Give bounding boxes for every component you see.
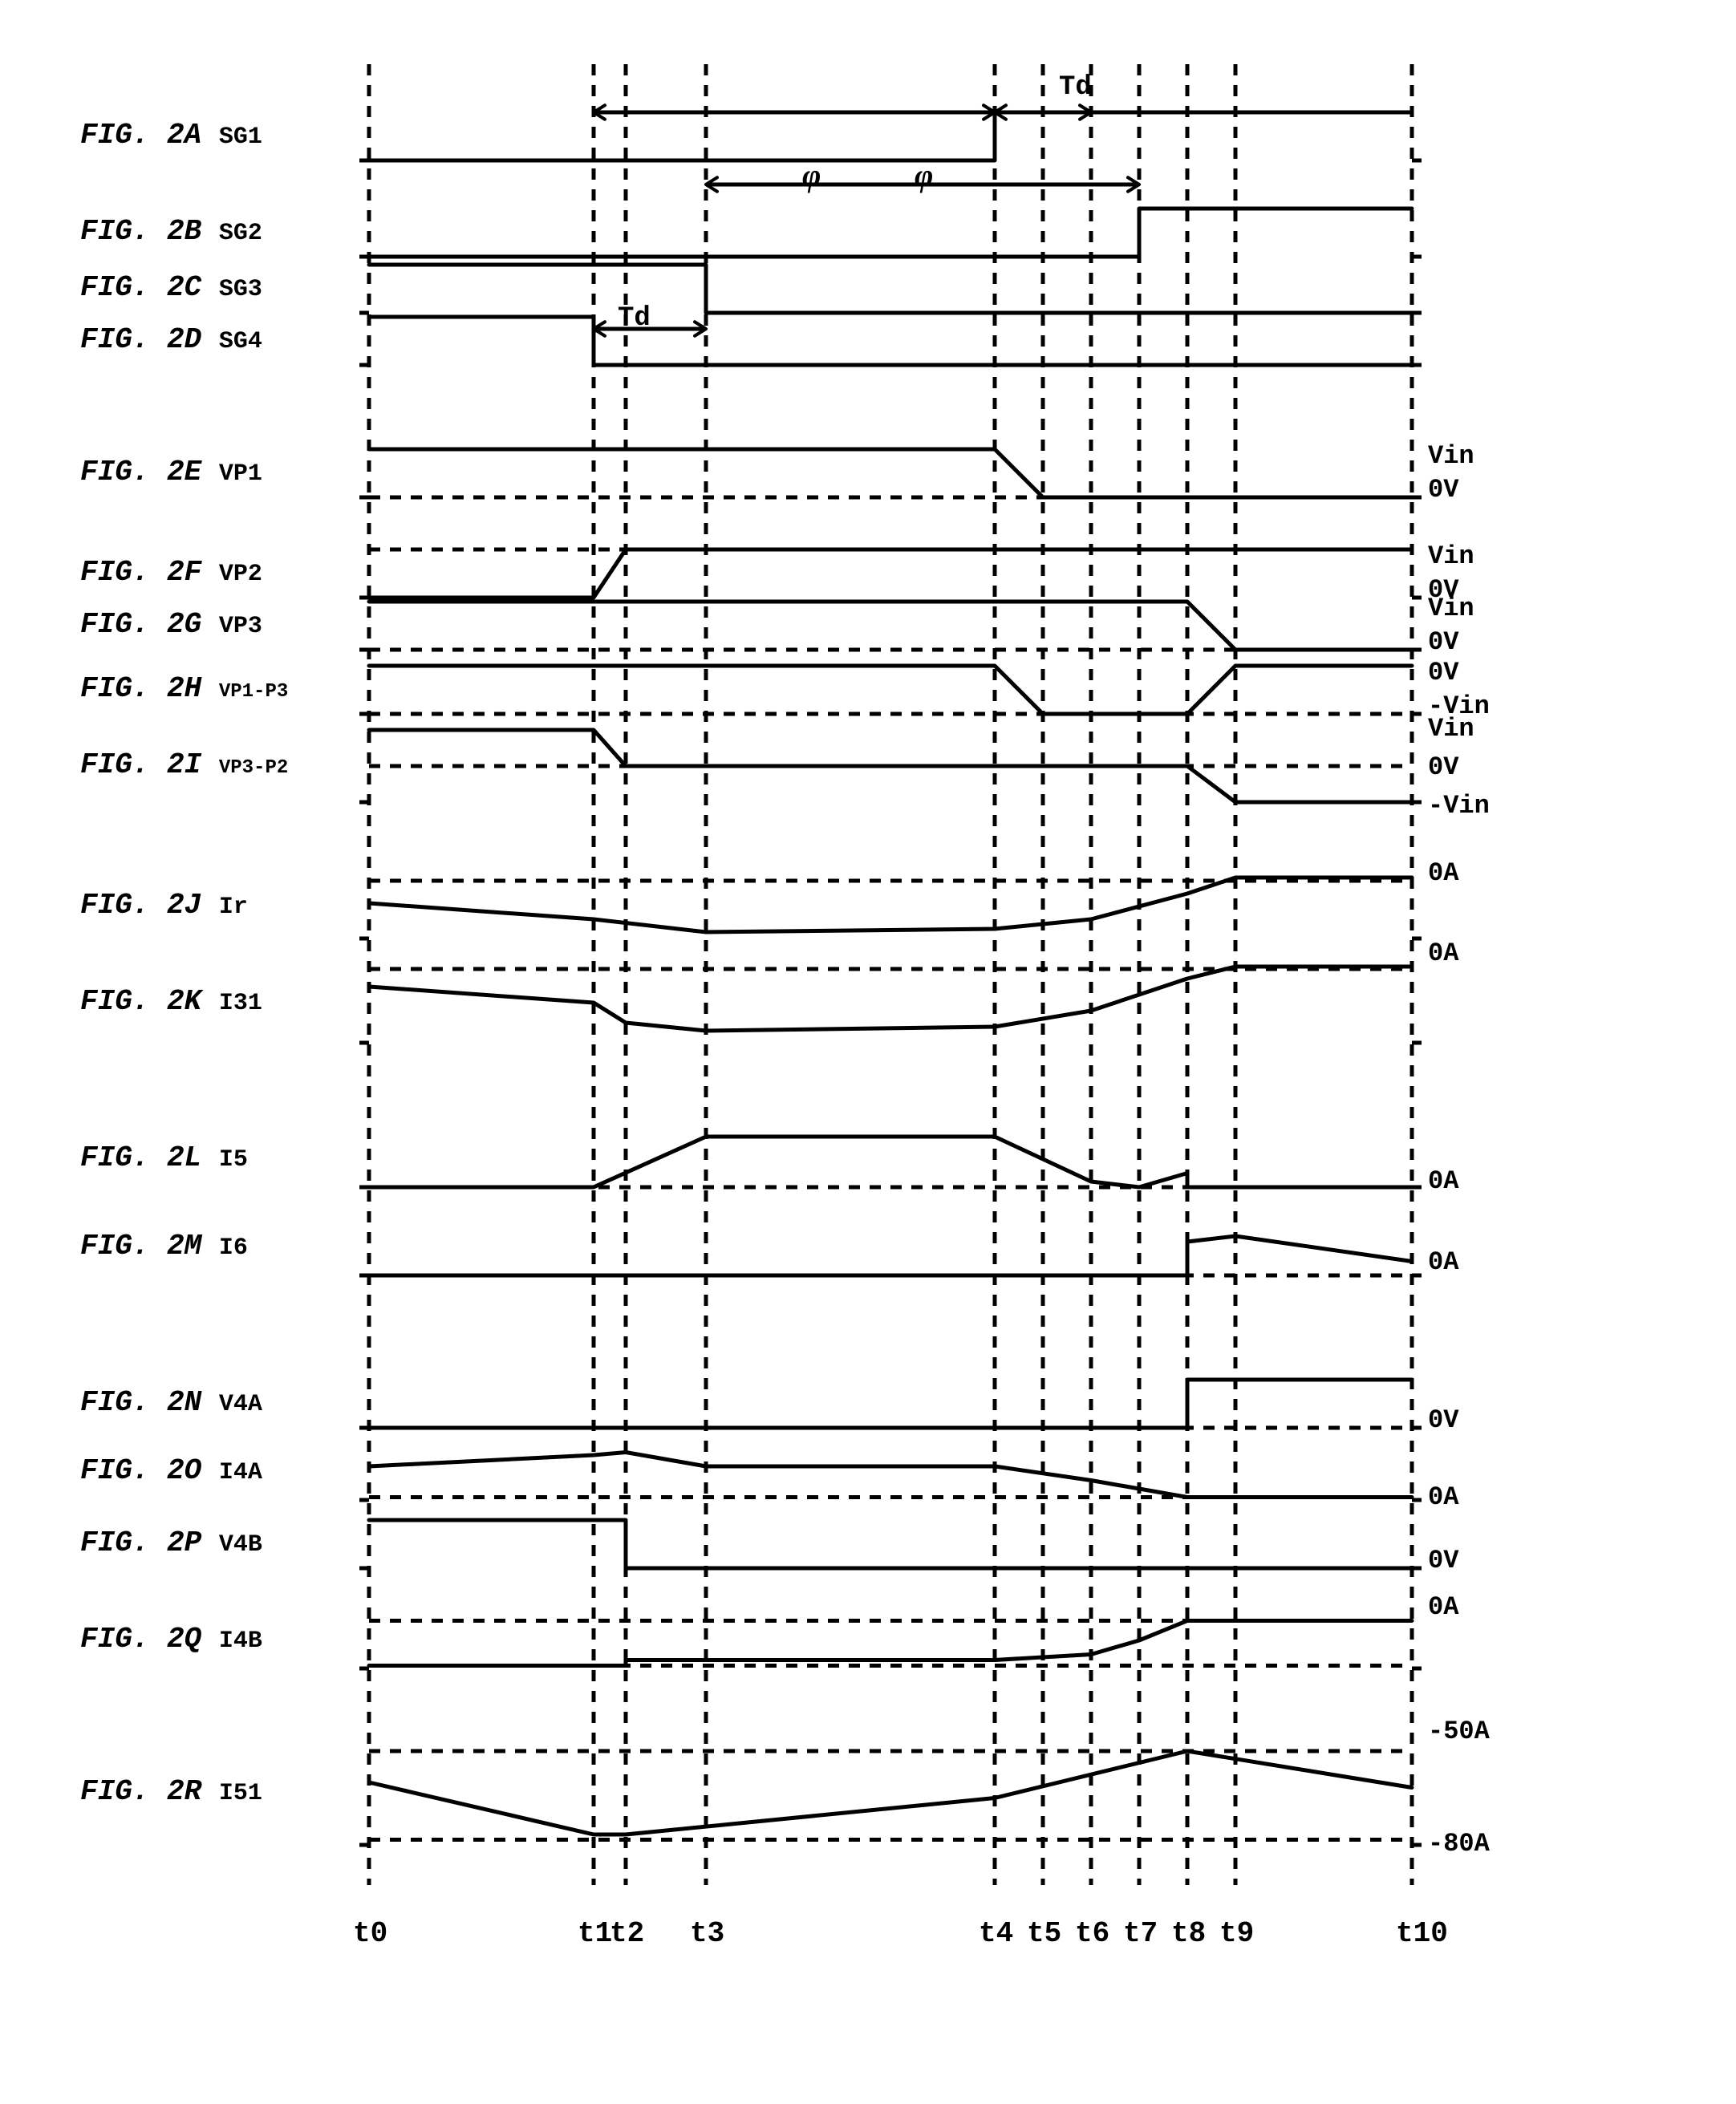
time-label-t7: t7: [1123, 1917, 1158, 1950]
right-label-VP1: Vin: [1428, 441, 1474, 471]
time-label-t10: t10: [1396, 1917, 1448, 1950]
time-label-t2: t2: [610, 1917, 644, 1950]
annotation-phi1: φ: [802, 156, 821, 194]
row-label-VP2: FIG. 2F VP2: [80, 556, 262, 589]
row-label-I4A: FIG. 2O I4A: [80, 1454, 262, 1487]
right-label-V4A: 0V: [1428, 1405, 1458, 1435]
right-label-VP3: Vin: [1428, 594, 1474, 623]
row-label-SG2: FIG. 2B SG2: [80, 215, 262, 248]
row-label-I31: FIG. 2K I31: [80, 985, 262, 1018]
time-label-t4: t4: [979, 1917, 1013, 1950]
right-label-VP1: 0V: [1428, 475, 1458, 505]
time-label-t9: t9: [1219, 1917, 1254, 1950]
right-label-VP2: Vin: [1428, 541, 1474, 571]
right-label-I31: 0A: [1428, 938, 1458, 968]
right-label-I51: -50A: [1428, 1717, 1490, 1746]
time-label-t0: t0: [353, 1917, 387, 1950]
row-label-I5: FIG. 2L I5: [80, 1141, 248, 1174]
right-label-VP3: 0V: [1428, 627, 1458, 657]
row-label-VP3P2: FIG. 2I VP3-P2: [80, 748, 288, 781]
time-label-t8: t8: [1171, 1917, 1206, 1950]
annotation-phi2: φ: [915, 156, 933, 194]
row-label-I6: FIG. 2M I6: [80, 1230, 248, 1263]
right-label-VP3P2: Vin: [1428, 714, 1474, 744]
row-label-V4B: FIG. 2P V4B: [80, 1526, 262, 1559]
time-label-t3: t3: [690, 1917, 724, 1950]
right-label-I4A: 0A: [1428, 1482, 1458, 1512]
right-label-I4B: 0A: [1428, 1592, 1458, 1622]
right-label-VP3P2: -Vin: [1428, 791, 1490, 821]
row-label-SG3: FIG. 2C SG3: [80, 271, 262, 304]
annotation-Td_mid: Td: [618, 303, 651, 334]
row-label-VP1: FIG. 2E VP1: [80, 456, 262, 489]
right-label-I6: 0A: [1428, 1247, 1458, 1277]
row-label-I51: FIG. 2R I51: [80, 1775, 262, 1808]
row-label-Ir: FIG. 2J Ir: [80, 889, 248, 922]
row-label-SG1: FIG. 2A SG1: [80, 119, 262, 152]
annotation-Td_top: Td: [1059, 72, 1092, 103]
right-label-V4B: 0V: [1428, 1546, 1458, 1575]
row-label-I4B: FIG. 2Q I4B: [80, 1623, 262, 1656]
time-label-t6: t6: [1075, 1917, 1109, 1950]
right-label-I5: 0A: [1428, 1166, 1458, 1196]
right-label-VP3P2: 0V: [1428, 752, 1458, 782]
row-label-VP1P3: FIG. 2H VP1-P3: [80, 672, 288, 705]
right-label-I51: -80A: [1428, 1829, 1490, 1859]
row-label-SG4: FIG. 2D SG4: [80, 323, 262, 356]
timing-diagram: t0 t1t2 t3 t4 t5 t6 t7 t8 t9 t10 FIG. 2A SG1 FIG. 2…: [32, 32, 1704, 2072]
right-label-VP1P3: 0V: [1428, 658, 1458, 687]
diagram-svg: [32, 32, 1704, 2072]
row-label-VP3: FIG. 2G VP3: [80, 608, 262, 641]
row-label-V4A: FIG. 2N V4A: [80, 1386, 262, 1419]
right-label-Ir: 0A: [1428, 858, 1458, 888]
time-label-t5: t5: [1027, 1917, 1061, 1950]
time-label-t1: t1: [578, 1917, 612, 1950]
